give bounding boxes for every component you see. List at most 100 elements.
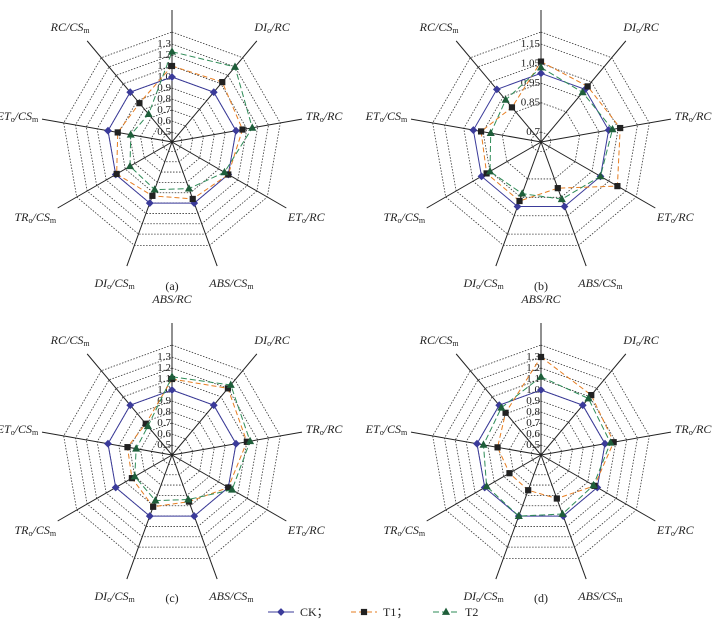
- grid-ring: [161, 444, 183, 465]
- data-point-t1: [506, 470, 513, 477]
- data-point-t2: [143, 421, 152, 430]
- tick-label: 0.7: [526, 126, 540, 138]
- tick-label: 1.1: [157, 373, 171, 385]
- grid-ring: [118, 400, 226, 507]
- data-point-t2: [589, 480, 598, 489]
- tick-label: 0.9: [526, 395, 540, 407]
- data-point-t1: [149, 192, 156, 199]
- radar-panel-4: 0.50.60.70.80.91.01.11.21.3 ABS/RC DIo/RC T…: [365, 292, 713, 605]
- legend-marker: [277, 608, 285, 616]
- grid-ring: [129, 98, 215, 183]
- data-point-t2: [167, 372, 177, 380]
- data-point-t1: [124, 444, 131, 451]
- data-point-t2: [486, 128, 495, 137]
- series-line-t2: [489, 66, 614, 200]
- data-point-ck: [209, 88, 218, 97]
- legend-item-3: T2: [433, 605, 478, 619]
- tick-label: 1.0: [526, 384, 540, 396]
- data-point-t2: [126, 130, 135, 138]
- tick-label: 1.1: [526, 373, 540, 385]
- radar-panel-3: 0.50.60.70.80.91.01.11.21.3 ABS/RC DIo/RC T…: [0, 292, 343, 605]
- axis-label-9: RC/CSm: [419, 333, 460, 348]
- series-line-t2: [129, 51, 253, 191]
- data-point-ck: [232, 126, 240, 135]
- grid-ring: [85, 54, 259, 225]
- series-t2: [125, 47, 257, 193]
- grid-ring: [487, 400, 595, 507]
- data-point-t2: [220, 167, 229, 176]
- data-point-t1: [477, 128, 485, 135]
- data-point-ck: [537, 386, 545, 394]
- tick-label: 0.8: [157, 93, 171, 105]
- legend-label: T2: [465, 605, 478, 619]
- axis-label-5: ABS/CSm: [208, 589, 254, 604]
- grid-ring: [85, 367, 259, 538]
- tick-label: 0.7: [157, 417, 171, 429]
- data-point-ck: [537, 69, 545, 78]
- data-point-t2: [501, 95, 510, 103]
- axis-label-3: TRo/RC: [306, 422, 344, 437]
- data-point-t2: [125, 161, 135, 170]
- data-point-t1: [553, 495, 560, 502]
- legend-item-1: CK；: [268, 605, 329, 619]
- axis-label-2: DIo/RC: [253, 333, 290, 348]
- panel-label: (c): [165, 591, 178, 605]
- data-point-t2: [144, 109, 153, 118]
- axis-label-2: DIo/RC: [622, 333, 659, 348]
- data-point-t1: [239, 126, 246, 133]
- legend-label: T1；: [383, 605, 408, 619]
- tick-label: 0.85: [521, 97, 541, 109]
- axis-label-7: TRo/CSm: [384, 523, 426, 538]
- data-point-t1: [219, 78, 226, 86]
- axis-label-2: DIo/RC: [622, 20, 659, 35]
- grid-ring-outer: [432, 31, 650, 246]
- data-point-t2: [150, 185, 159, 193]
- data-point-t1: [494, 444, 501, 451]
- axis-label-4: ETo/RC: [287, 523, 326, 538]
- data-point-t2: [482, 481, 491, 490]
- tick-label: 1.2: [157, 362, 171, 374]
- legend-item-2: T1；: [351, 605, 408, 619]
- grid-ring: [150, 433, 194, 476]
- grid-ring: [501, 102, 581, 180]
- data-point-t2: [578, 87, 587, 96]
- data-point-t1: [168, 62, 176, 70]
- data-point-t1: [537, 353, 545, 361]
- data-point-t2: [167, 47, 177, 55]
- axis-label-1: ABS/RC: [151, 292, 192, 306]
- axis-label-9: RC/CSm: [419, 20, 460, 35]
- data-point-t2: [184, 495, 193, 503]
- data-point-t2: [228, 485, 237, 493]
- data-point-t1: [508, 104, 516, 111]
- data-point-t2: [596, 171, 605, 180]
- series-line-ck: [472, 72, 610, 208]
- grid-ring: [463, 63, 619, 217]
- tick-label: 1.0: [157, 71, 171, 83]
- data-point-t2: [130, 472, 139, 480]
- grid-ring: [498, 411, 584, 496]
- axis-label-8: ETo/CSm: [0, 109, 39, 124]
- tick-label: 0.7: [157, 104, 171, 116]
- axis-label-5: ABS/CSm: [208, 276, 254, 291]
- axis-label-3: TRo/RC: [675, 109, 713, 124]
- data-point-t1: [525, 487, 532, 494]
- axis-label-8: ETo/CSm: [0, 422, 39, 437]
- data-point-ck: [469, 126, 478, 134]
- axis-label-2: DIo/RC: [253, 20, 290, 35]
- legend: CK； T1； T2: [268, 605, 478, 619]
- tick-label: 1.3: [157, 351, 171, 363]
- axis-label-7: TRo/CSm: [384, 210, 426, 225]
- data-point-t2: [230, 62, 240, 70]
- data-point-t2: [184, 184, 194, 192]
- data-point-ck: [601, 439, 609, 448]
- data-point-t1: [554, 185, 561, 192]
- data-point-t2: [536, 372, 546, 380]
- tick-label: 0.8: [157, 406, 171, 418]
- tick-label: 0.5: [157, 126, 171, 138]
- data-point-t1: [114, 129, 121, 136]
- data-point-ck: [232, 439, 240, 448]
- series-line-ck: [107, 389, 237, 517]
- series-line-t1: [497, 356, 615, 500]
- axis-label-1: ABS/RC: [520, 292, 561, 306]
